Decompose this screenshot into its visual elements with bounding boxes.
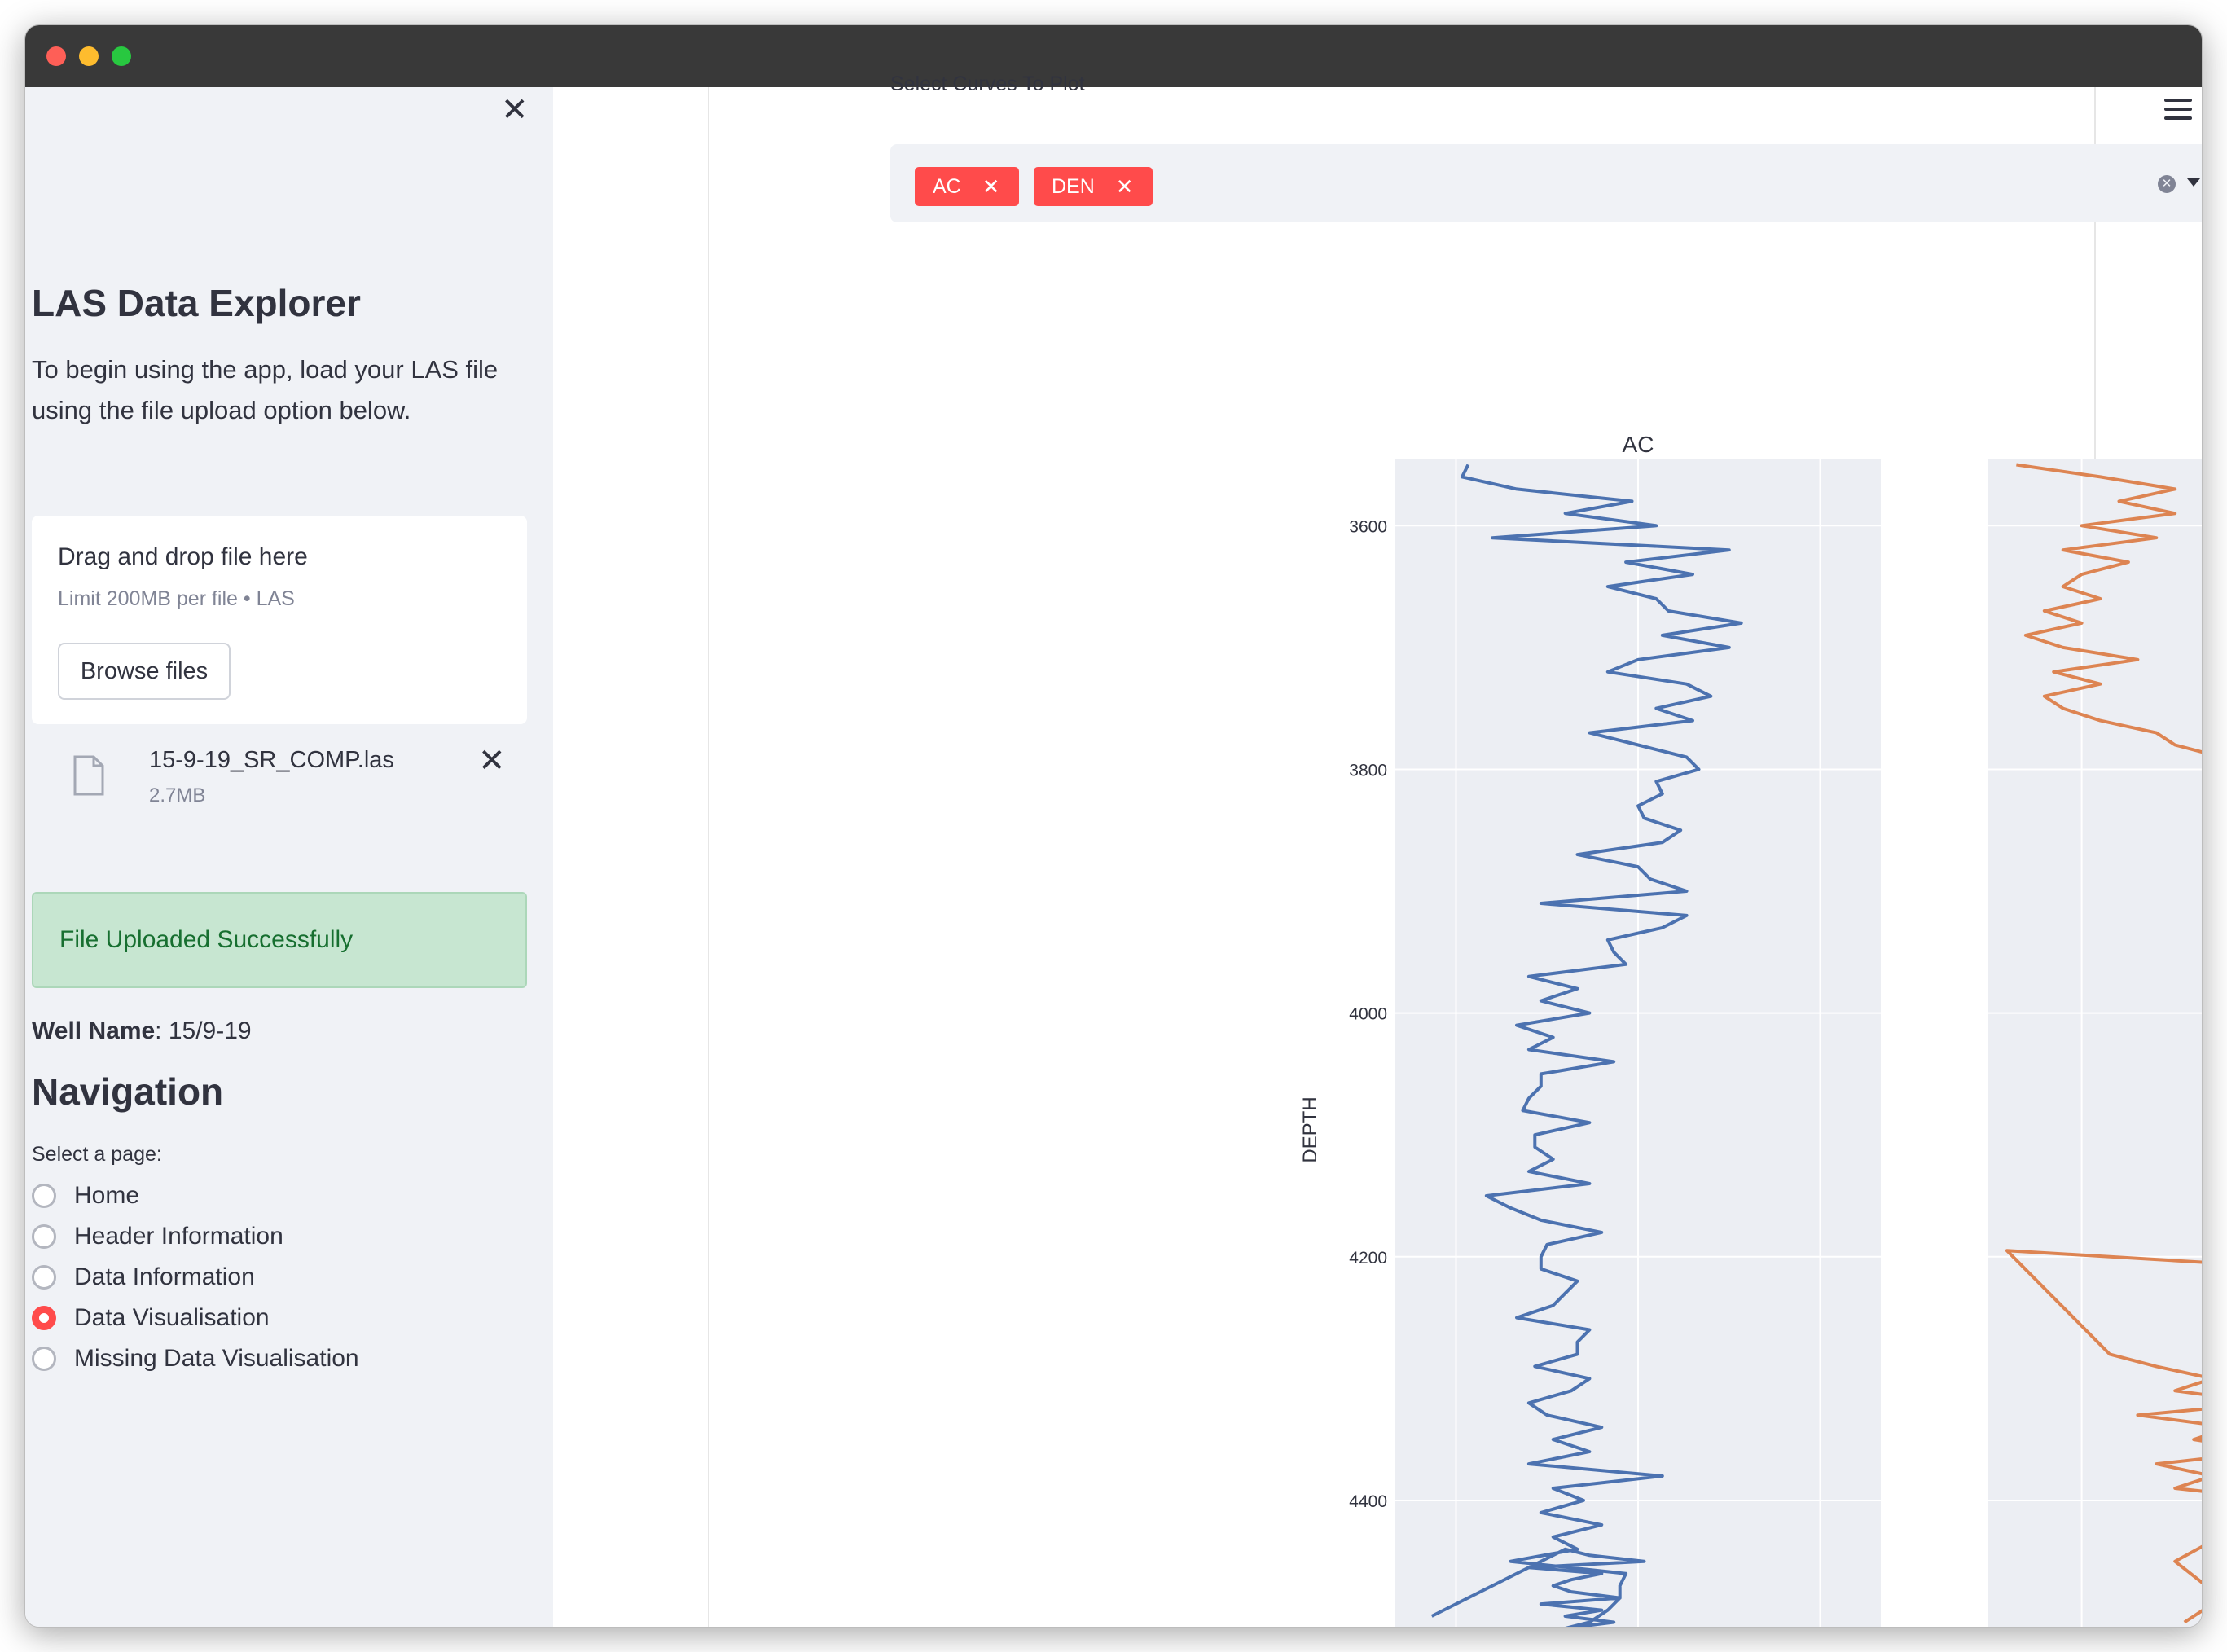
- well-name-label: Well Name: [32, 1017, 156, 1044]
- intro-text: To begin using the app, load your LAS fi…: [32, 355, 499, 424]
- radio-circle[interactable]: [32, 1224, 56, 1249]
- well-log-plot[interactable]: DEPTH 3600 3800 4000 4200 4400 AC DEN: [553, 87, 2203, 1628]
- select-page-label: Select a page:: [32, 1143, 162, 1166]
- y-tick-label: 4000: [1349, 1005, 1387, 1024]
- select-curves-label: Select Curves To Plot: [890, 72, 1085, 95]
- file-size: 2.7MB: [149, 784, 206, 806]
- chevron-down-icon[interactable]: [2187, 178, 2200, 187]
- radio-label: Missing Data Visualisation: [74, 1345, 359, 1372]
- y-tick-label: 3800: [1349, 761, 1387, 780]
- radio-label: Data Visualisation: [74, 1304, 270, 1331]
- radio-home[interactable]: Home: [32, 1175, 359, 1216]
- radio-label: Header Information: [74, 1223, 283, 1250]
- remove-tag-icon[interactable]: ✕: [1115, 174, 1134, 199]
- radio-circle[interactable]: [32, 1184, 56, 1208]
- success-text: File Uploaded Successfully: [59, 926, 354, 953]
- curve-multiselect[interactable]: AC ✕ DEN ✕ ✕: [890, 144, 2202, 222]
- maximize-window-button[interactable]: [112, 46, 131, 66]
- track-title: AC: [1623, 432, 1654, 457]
- uploaded-file: 15-9-19_SR_COMP.las 2.7MB ✕: [32, 739, 527, 828]
- menu-icon[interactable]: [2164, 99, 2192, 120]
- radio-circle-selected[interactable]: [32, 1306, 56, 1330]
- radio-circle[interactable]: [32, 1347, 56, 1371]
- tag-ac: AC ✕: [915, 167, 1019, 206]
- y-tick-label: 4400: [1349, 1492, 1387, 1511]
- drag-drop-text: Drag and drop file here: [58, 543, 308, 570]
- radio-header-information[interactable]: Header Information: [32, 1216, 359, 1257]
- file-limit-text: Limit 200MB per file • LAS: [58, 587, 295, 610]
- remove-tag-icon[interactable]: ✕: [982, 174, 1000, 199]
- tag-den: DEN ✕: [1034, 167, 1153, 206]
- file-name: 15-9-19_SR_COMP.las: [149, 747, 394, 773]
- file-uploader[interactable]: Drag and drop file here Limit 200MB per …: [32, 516, 527, 724]
- file-icon: [73, 755, 104, 796]
- y-tick-label: 3600: [1349, 517, 1387, 536]
- close-window-button[interactable]: [46, 46, 66, 66]
- browse-files-button[interactable]: Browse files: [58, 643, 231, 700]
- tag-label: DEN: [1052, 174, 1095, 198]
- series-line-den[interactable]: [2005, 463, 2203, 1624]
- y-tick-label: 4200: [1349, 1249, 1387, 1268]
- sidebar: ✕ LAS Data Explorer To begin using the a…: [25, 87, 553, 1627]
- well-name-value: : 15/9-19: [155, 1017, 252, 1044]
- radio-label: Data Information: [74, 1263, 255, 1290]
- y-axis-label: DEPTH: [1299, 1096, 1321, 1162]
- radio-missing-data-visualisation[interactable]: Missing Data Visualisation: [32, 1338, 359, 1379]
- app-title: LAS Data Explorer: [32, 282, 361, 324]
- clear-all-icon[interactable]: ✕: [2158, 175, 2176, 193]
- success-alert: File Uploaded Successfully: [32, 892, 527, 988]
- radio-label: Home: [74, 1182, 140, 1209]
- page-radio-group: Home Header Information Data Information…: [32, 1175, 359, 1379]
- well-name: Well Name: 15/9-19: [32, 1017, 252, 1045]
- radio-data-visualisation[interactable]: Data Visualisation: [32, 1298, 359, 1338]
- tag-label: AC: [933, 174, 961, 198]
- series-line-ac[interactable]: [1430, 464, 1743, 1628]
- track-background: [1988, 459, 2202, 1627]
- navigation-title: Navigation: [32, 1070, 224, 1113]
- app-window: ✕ LAS Data Explorer To begin using the a…: [24, 24, 2203, 1628]
- main-content: Select Curves To Plot AC ✕ DEN ✕ ✕ DEPTH…: [553, 72, 2203, 1628]
- content-panel: Select Curves To Plot AC ✕ DEN ✕ ✕: [708, 72, 2202, 1627]
- close-sidebar-icon[interactable]: ✕: [501, 92, 529, 128]
- title-bar: [25, 25, 2202, 87]
- remove-file-icon[interactable]: ✕: [478, 743, 506, 779]
- radio-data-information[interactable]: Data Information: [32, 1257, 359, 1298]
- radio-circle[interactable]: [32, 1265, 56, 1290]
- minimize-window-button[interactable]: [79, 46, 99, 66]
